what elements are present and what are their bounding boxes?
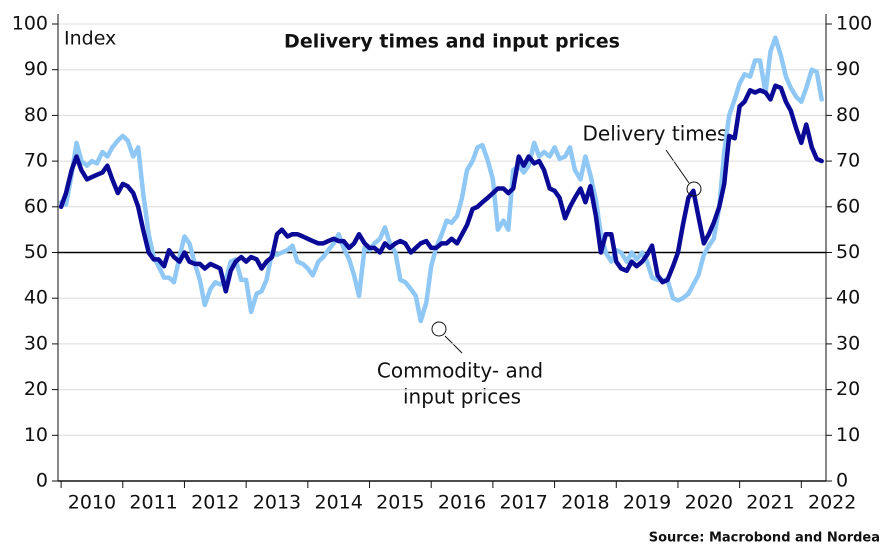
x-tick-label: 2013 [253, 492, 301, 514]
y-tick-label: 0 [36, 470, 48, 492]
y2-tick-label: 30 [836, 332, 860, 354]
y2-tick-label: 0 [836, 470, 848, 492]
series-line [58, 83, 824, 294]
x-tick-label: 2014 [314, 492, 362, 514]
y-tick-label: 40 [24, 287, 48, 309]
x-tick-label: 2012 [191, 492, 239, 514]
annotation: Delivery times [583, 122, 728, 146]
x-tick-label: 2018 [561, 492, 609, 514]
annotation: input prices [403, 385, 521, 409]
y-tick-label: 70 [24, 150, 48, 172]
x-tick-label: 2019 [623, 492, 671, 514]
y-tick-label: 100 [12, 13, 48, 35]
y2-tick-label: 50 [836, 241, 860, 263]
annotation-marker [686, 181, 702, 197]
y-axis-label: Index [64, 28, 116, 50]
x-tick-label: 2022 [808, 492, 856, 514]
annotation-marker [431, 321, 447, 337]
y-tick-label: 10 [24, 424, 48, 446]
y-tick-label: 50 [24, 241, 48, 263]
y2-tick-label: 80 [836, 104, 860, 126]
y2-tick-label: 60 [836, 195, 860, 217]
annotation: Commodity- and [377, 359, 543, 383]
y2-tick-label: 10 [836, 424, 860, 446]
y2-tick-label: 40 [836, 287, 860, 309]
y-tick-label: 80 [24, 104, 48, 126]
x-tick-label: 2017 [500, 492, 548, 514]
x-tick-label: 2015 [376, 492, 424, 514]
y-tick-label: 20 [24, 378, 48, 400]
series-line [58, 35, 824, 324]
annotation-leader [665, 149, 690, 184]
x-tick-label: 2010 [68, 492, 116, 514]
x-tick-label: 2016 [438, 492, 486, 514]
x-tick-label: 2011 [129, 492, 177, 514]
annotation-leader [444, 335, 463, 354]
y-tick-label: 60 [24, 195, 48, 217]
source: Source: Macrobond and Nordea [649, 531, 880, 546]
y2-tick-label: 70 [836, 150, 860, 172]
y-tick-label: 30 [24, 332, 48, 354]
x-tick-label: 2021 [746, 492, 794, 514]
y2-tick-label: 100 [836, 13, 872, 35]
x-tick-label: 2020 [685, 492, 733, 514]
chart-title: Delivery times and input prices [284, 31, 620, 53]
y2-tick-label: 20 [836, 378, 860, 400]
y2-tick-label: 90 [836, 58, 860, 80]
y-tick-label: 90 [24, 58, 48, 80]
